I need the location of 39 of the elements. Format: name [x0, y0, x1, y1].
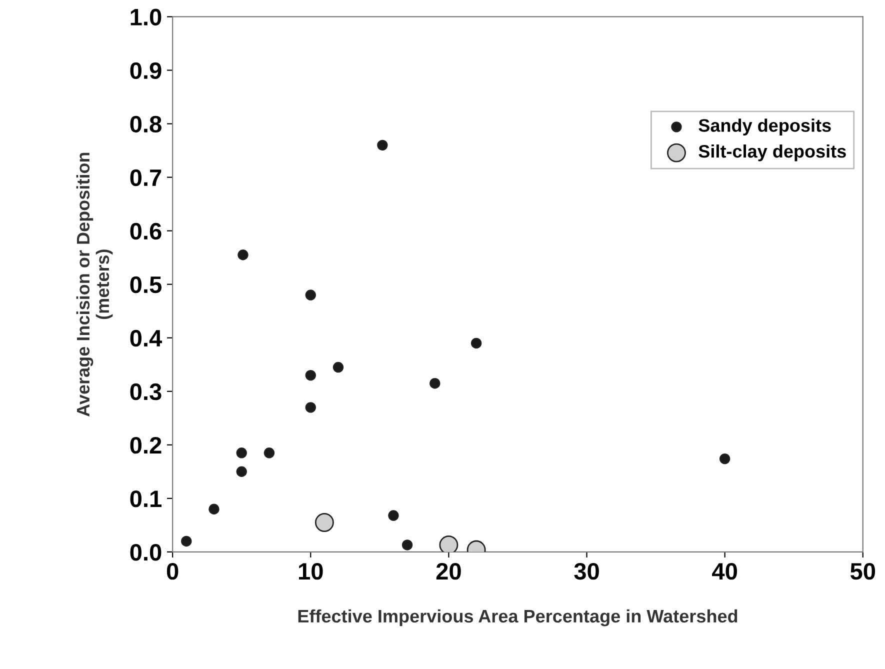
y-tick-label: 0.6	[130, 222, 162, 240]
point	[305, 290, 316, 300]
point	[388, 510, 399, 521]
x-tick-label: 50	[850, 562, 876, 580]
y-tick-label: 0.1	[130, 490, 162, 508]
y-tick-label: 0.5	[130, 276, 162, 294]
point	[181, 536, 192, 547]
y-tick-label: 1.0	[130, 8, 162, 26]
point	[402, 540, 413, 550]
point	[377, 140, 388, 151]
point	[236, 448, 247, 458]
legend-label: Sandy deposits	[698, 118, 831, 136]
point	[430, 378, 440, 389]
x-axis-title: Effective Impervious Area Percentage in Watershed	[298, 609, 738, 626]
x-tick-label: 30	[574, 562, 599, 580]
y-tick-label: 0.9	[130, 62, 162, 80]
point	[208, 504, 220, 514]
y-tick-label: 0.3	[130, 383, 162, 400]
point	[719, 453, 730, 464]
y-tick-label: 0.7	[130, 169, 162, 186]
y-axis-title: Average Incision or Deposition (meters)	[76, 152, 113, 416]
point	[264, 448, 275, 458]
point	[470, 338, 482, 349]
legend-label: Silt-clay deposits	[698, 144, 846, 162]
x-tick-label: 10	[298, 562, 323, 580]
point	[439, 535, 458, 552]
point	[332, 362, 344, 373]
y-tick-label: 0.8	[130, 116, 162, 133]
point	[236, 466, 247, 477]
x-tick-label: 40	[712, 562, 737, 580]
y-tick-label: 0.0	[130, 544, 162, 561]
point	[305, 402, 316, 413]
point	[238, 250, 248, 260]
x-tick-label: 0	[166, 562, 178, 580]
y-tick-label: 0.2	[130, 436, 162, 454]
x-tick-label: 20	[436, 562, 461, 580]
y-tick-label: 0.4	[130, 330, 162, 347]
point	[314, 513, 334, 532]
point	[305, 370, 316, 381]
